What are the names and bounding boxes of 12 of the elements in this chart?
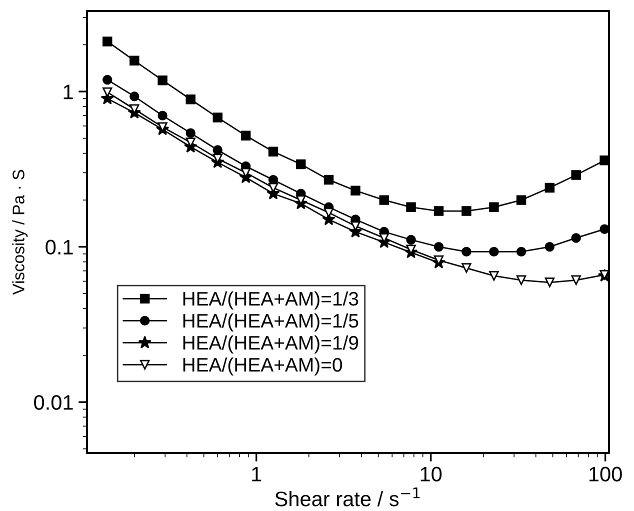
y-tick-label: 0.1 xyxy=(46,240,73,255)
x-axis-title: Shear rate / s$^{−1}$ xyxy=(275,488,420,506)
legend-label: HEA/(HEA+AM)=1/9 xyxy=(183,335,358,354)
legend-label: HEA/(HEA+AM)=0 xyxy=(183,357,342,376)
y-tick-label: 0.01 xyxy=(34,395,73,410)
y-axis-title: Viscosity / Pa · S xyxy=(12,170,28,295)
legend-label: HEA/(HEA+AM)=1/3 xyxy=(183,291,358,310)
x-tick-label: 1 xyxy=(252,466,262,482)
y-tick-label: 1 xyxy=(64,84,73,100)
legend-label: HEA/(HEA+AM)=1/5 xyxy=(183,313,358,332)
x-tick-label: 10 xyxy=(420,466,442,482)
x-tick-label: 100 xyxy=(590,466,622,482)
